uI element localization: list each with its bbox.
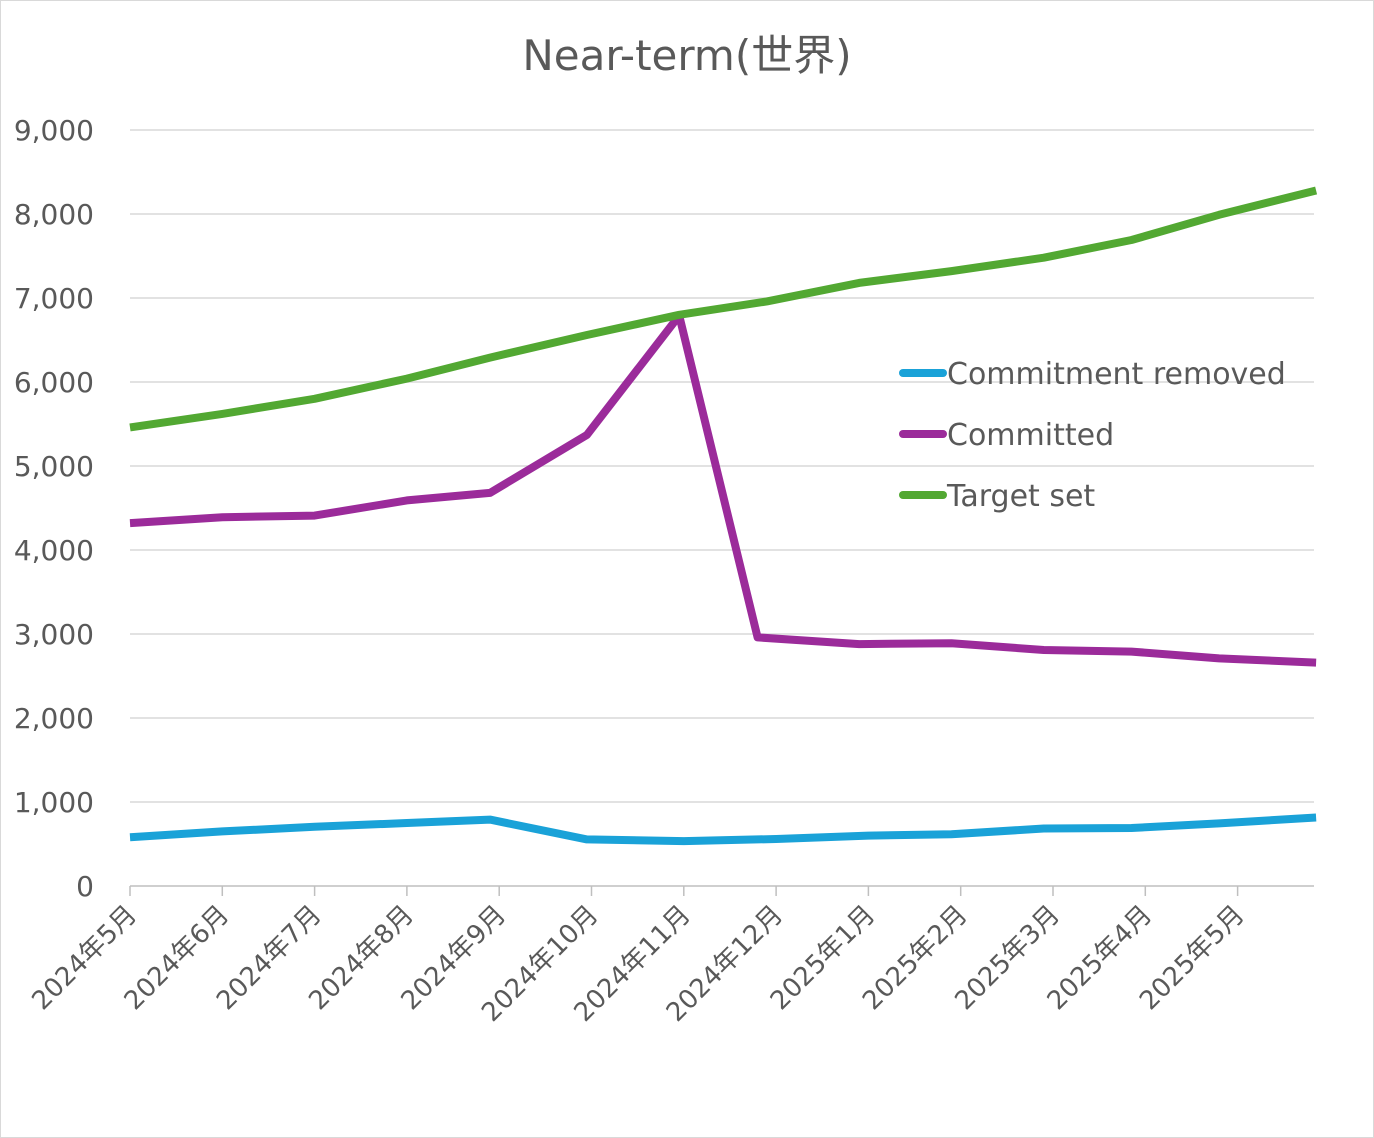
y-tick-label: 4,000 xyxy=(14,534,94,567)
legend-label: Target set xyxy=(946,479,1095,514)
y-tick-label: 7,000 xyxy=(14,282,94,315)
y-tick-label: 9,000 xyxy=(14,114,94,147)
y-tick-label: 1,000 xyxy=(14,786,94,819)
gridlines xyxy=(130,129,1314,803)
chart-title: Near-term(世界) xyxy=(522,31,851,80)
series-lines xyxy=(129,186,1318,846)
legend-label: Committed xyxy=(947,418,1114,453)
legend: Commitment removed Committed Target set xyxy=(899,357,1286,514)
series-line xyxy=(129,186,1318,432)
series-line xyxy=(129,813,1317,846)
y-tick-label: 2,000 xyxy=(14,702,94,735)
y-tick-label: 5,000 xyxy=(14,450,94,483)
legend-label: Commitment removed xyxy=(947,357,1286,392)
series-line xyxy=(129,311,1317,667)
axes: 0 1,000 2,000 3,000 4,000 5,000 6,000 7,000 8,00… xyxy=(14,114,1314,1028)
y-tick-label: 8,000 xyxy=(14,198,94,231)
y-tick-label: 3,000 xyxy=(14,618,94,651)
y-tick-label: 0 xyxy=(76,870,94,903)
y-tick-label: 6,000 xyxy=(14,366,94,399)
